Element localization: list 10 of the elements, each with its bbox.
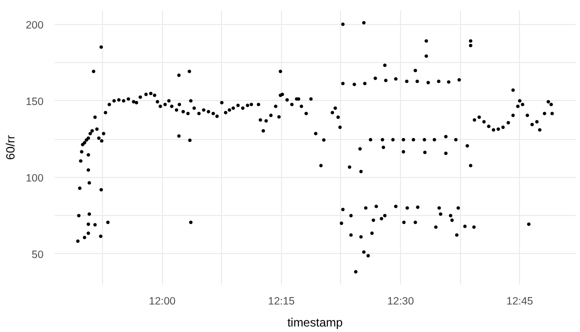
x-tick-label: 12:30 [387, 296, 414, 308]
y-tick-label: 50 [32, 248, 44, 261]
x-tick-label: 12:00 [148, 296, 176, 308]
y-tick-label: 100 [26, 172, 44, 184]
y-tick-label: 200 [26, 19, 44, 32]
y-tick-label: 150 [26, 96, 44, 108]
x-tick-label: 12:45 [506, 296, 534, 308]
y-axis-title: 60/rr [4, 135, 18, 160]
x-tick-label: 12:15 [268, 296, 295, 308]
x-axis-title: timestamp [287, 316, 343, 330]
